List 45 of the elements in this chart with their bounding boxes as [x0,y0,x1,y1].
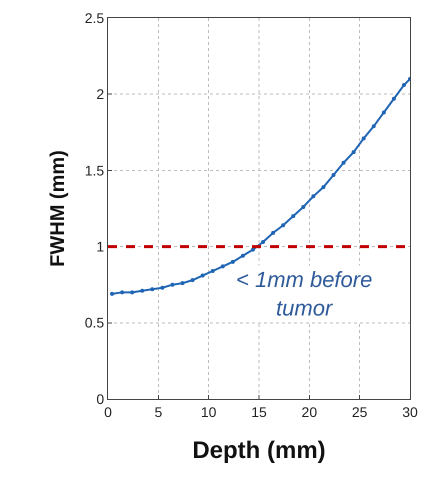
point [392,96,396,101]
x-tick-label: 30 [402,404,418,420]
point [331,172,336,177]
point [362,136,366,140]
x-tick-label: 20 [302,404,318,420]
point [200,274,205,278]
point [281,223,286,228]
point [180,281,184,286]
point [382,110,386,114]
point [210,268,215,273]
point [190,278,195,282]
point [230,260,235,264]
point [240,254,245,258]
point [160,286,164,290]
x-tick-label: 10 [200,404,217,420]
point [291,214,296,218]
y-tick-label: 2.5 [84,10,104,26]
y-tick-label: 0.5 [84,314,104,331]
y-axis-title: FWHM (mm) [47,150,70,267]
y-tick-label: 1 [96,238,104,254]
point [261,240,266,244]
y-tick-label: 0 [96,390,104,407]
point [311,194,316,198]
x-axis-title: Depth (mm) [192,437,326,464]
point [120,290,124,294]
point [301,204,306,209]
y-tick-label: 1.5 [84,162,104,178]
point [220,264,225,268]
point [130,290,134,294]
annotation: < 1mm before tumor [236,267,372,321]
point [170,282,174,287]
x-tick-label: 5 [154,404,162,420]
y-tick-label: 2 [96,86,104,102]
point [150,287,154,292]
point [321,185,326,190]
point [110,292,114,296]
point [372,124,376,128]
point [250,248,255,252]
point [342,160,346,165]
x-tick-label: 25 [352,404,368,420]
point [140,288,144,293]
point [402,83,406,88]
point [271,230,276,235]
x-tick-label: 15 [251,404,267,420]
point [352,150,356,154]
